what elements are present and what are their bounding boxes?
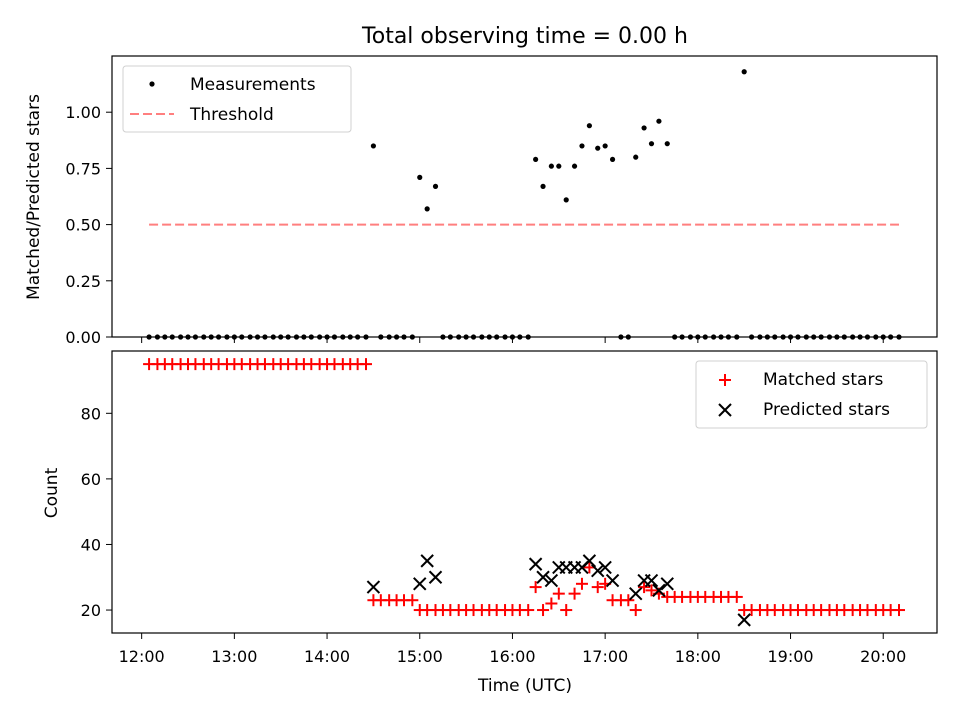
bottom-legend-box [695,360,928,429]
measurement-point [741,69,747,75]
bottom-legend: Matched stars Predicted stars [695,360,928,429]
measurement-point [656,118,662,124]
bottom-ytick-label: 60 [81,470,101,489]
matched-star-point [545,597,558,610]
bottom-ylabel: Count [42,467,62,518]
measurement-point [548,163,554,169]
measurement-point [579,143,585,149]
measurement-point [540,183,546,189]
top-ytick-label: 0.75 [65,159,101,178]
measurement-point [432,183,439,189]
predicted-star-point [420,554,434,568]
matched-star-point [591,581,604,594]
predicted-star-point [605,573,620,588]
bottom-xtick-label: 16:00 [489,647,535,666]
predicted-star-point [660,577,674,591]
predicted-star-point [536,570,550,584]
top-ylabel: Matched/Predicted stars [24,94,44,300]
predicted-star-point [591,563,605,578]
legend-label-threshold: Threshold [189,105,274,125]
matched-star-point [892,604,905,617]
top-legend-box [122,65,352,133]
matched-star-point [537,604,550,617]
measurement-point [571,163,578,169]
legend-marker-measurements [149,81,155,87]
matched-star-point [638,581,651,594]
bottom-xtick-label: 20:00 [860,647,906,666]
top-ytick-label: 0.00 [65,328,101,347]
bottom-axes-frame [111,350,938,634]
top-ytick-label: 1.00 [65,103,101,122]
measurement-point [595,145,601,151]
measurement-point [664,141,670,147]
predicted-star-point [413,577,427,591]
top-xtick-marks [141,337,884,343]
measurement-point [648,141,655,147]
measurement-point [556,163,562,169]
predicted-star-point [737,613,751,627]
matched-star-point [730,590,743,603]
top-ytick-label: 0.50 [65,216,101,235]
predicted-star-point [544,573,559,588]
matched-star-point [629,604,642,617]
bottom-xtick-label: 17:00 [582,647,628,666]
bottom-yticks: 20 40 60 80 [81,404,112,620]
measurement-point [370,143,377,149]
measurement-point [633,154,639,160]
predicted-star-point [598,560,612,575]
predicted-star-point [528,557,543,571]
bottom-xtick-label: 14:00 [304,647,350,666]
bottom-xtick-label: 19:00 [767,647,813,666]
chart-title: Total observing time = 0.00 h [361,24,688,49]
measurement-point [424,206,430,212]
predicted-star-point [366,580,381,594]
bottom-xtick-label: 13:00 [211,647,257,666]
bottom-ytick-label: 80 [81,404,101,423]
bottom-marks [143,358,905,627]
matched-star-point [568,587,581,600]
top-legend: Measurements Threshold [122,65,352,133]
legend-label-matched-stars: Matched stars [763,370,883,390]
matched-star-point [529,581,542,594]
matched-star-point [575,577,588,590]
bottom-ytick-label: 40 [81,535,101,554]
predicted-star-point [582,554,597,568]
predicted-star-point [644,573,659,588]
legend-label-predicted-stars: Predicted stars [763,400,890,420]
matched-star-point [406,594,419,607]
measurement-point [533,156,539,163]
matched-star-point [522,604,535,617]
top-axes-frame [111,55,938,338]
measurement-point [641,125,647,131]
matched-star-point [359,358,372,371]
matched-star-point [622,594,635,607]
measurement-point [563,197,569,203]
bottom-ytick-label: 20 [81,601,101,620]
matched-star-point [560,604,573,617]
bottom-xtick-label: 15:00 [397,647,443,666]
predicted-star-point [428,570,443,584]
predicted-star-point [652,583,666,598]
measurement-point [417,174,423,180]
legend-marker-predicted-stars [718,403,732,417]
matched-star-point [552,587,565,600]
measurement-point [609,156,616,163]
matched-star-point [645,584,658,597]
bottom-xtick-label: 12:00 [119,647,165,666]
predicted-star-point [629,586,643,601]
bottom-xticks: 12:00 13:00 14:00 15:00 16:00 17:00 18:00 19:00… [119,633,906,666]
top-panel: Total observing time = 0.00 h 0.000.250.… [24,24,938,347]
measurement-point [586,123,592,129]
legend-label-measurements: Measurements [190,75,316,95]
bottom-xlabel: Time (UTC) [477,676,572,696]
measurement-point [602,143,608,149]
top-ytick-label: 0.25 [65,272,101,291]
top-yticks: 0.00 0.25 0.50 0.75 1.00 [65,103,112,347]
legend-marker-matched-stars [719,374,731,386]
bottom-xtick-label: 18:00 [675,647,721,666]
